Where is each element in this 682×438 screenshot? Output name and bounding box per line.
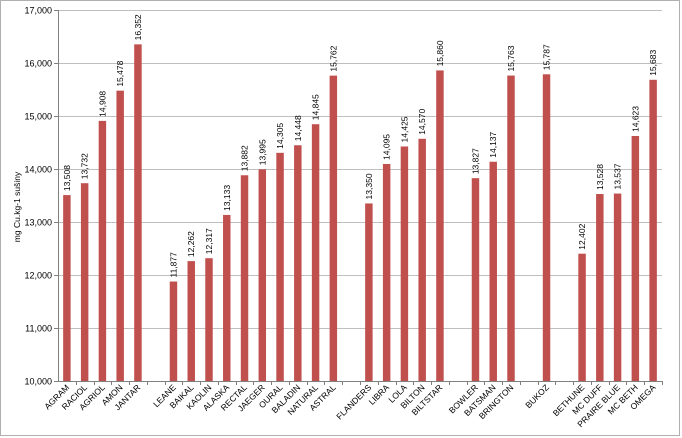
bar (311, 124, 320, 381)
axes: 10,000 11,000 12,000 13,000 14,000 15,000 16,0… (24, 6, 663, 387)
data-label: 13,882 (240, 145, 250, 171)
bar (187, 261, 195, 381)
data-label: 14,623 (630, 106, 640, 132)
data-label: 14,095 (382, 134, 392, 160)
y-tick-label: 15,000 (24, 112, 52, 122)
data-label: 12,402 (577, 223, 587, 249)
data-label: 13,732 (80, 153, 90, 179)
y-tick-label: 10,000 (24, 377, 52, 387)
bar (649, 79, 657, 382)
data-label: 15,787 (542, 44, 552, 70)
bar (258, 169, 267, 381)
data-label: 12,262 (186, 231, 196, 257)
bar (205, 258, 213, 381)
grid-lines (58, 10, 662, 329)
data-label: 13,528 (595, 164, 605, 190)
bar (471, 178, 480, 381)
y-tick-label: 14,000 (24, 165, 52, 175)
bar (578, 253, 586, 381)
data-label: 11,877 (168, 252, 178, 278)
bar (169, 281, 178, 381)
bar (116, 90, 124, 381)
bar (613, 193, 622, 381)
data-label: 13,350 (364, 173, 374, 199)
category-label: LIBRA (367, 382, 392, 407)
bar (631, 135, 640, 381)
bar (63, 195, 71, 381)
bar (596, 194, 604, 381)
bar (329, 75, 338, 381)
data-label: 15,763 (506, 45, 516, 71)
data-label: 13,995 (257, 139, 267, 165)
bar (276, 152, 284, 381)
y-tick-label: 16,000 (24, 59, 52, 69)
bar (294, 145, 302, 381)
data-label: 15,860 (435, 40, 445, 66)
bar (223, 214, 231, 381)
y-axis-label: mg Cu.kg-1 sušiny (12, 171, 22, 242)
data-label: 14,845 (311, 94, 321, 120)
bars (63, 44, 657, 382)
data-label: 14,137 (488, 131, 498, 157)
data-label: 14,570 (417, 109, 427, 135)
data-label: 16,352 (133, 14, 143, 40)
bar (542, 74, 551, 381)
bar (418, 138, 426, 381)
data-label: 13,508 (62, 165, 72, 191)
data-label: 14,305 (275, 123, 285, 149)
data-label: 15,683 (648, 50, 658, 76)
data-labels: 13,508 13,732 14,908 15,478 16,352 11,877 12,2… (62, 14, 658, 277)
bar (240, 175, 249, 381)
data-label: 14,448 (293, 115, 303, 141)
bar (134, 44, 142, 382)
data-label: 14,908 (97, 91, 107, 117)
data-label: 13,537 (613, 163, 623, 189)
data-label: 14,425 (399, 116, 409, 142)
data-label: 13,133 (222, 185, 232, 211)
y-tick-label: 12,000 (24, 271, 52, 281)
category-label: BUKOZ (523, 382, 551, 410)
bar (80, 183, 89, 381)
data-label: 13,827 (470, 148, 480, 174)
bar (489, 161, 497, 381)
bar (436, 70, 444, 382)
bar (382, 163, 391, 381)
bar (507, 75, 515, 381)
y-tick-label: 13,000 (24, 218, 52, 228)
bar (98, 120, 107, 381)
y-tick-label: 17,000 (24, 6, 52, 16)
data-label: 12,317 (204, 228, 214, 254)
bar (365, 203, 373, 381)
data-label: 15,478 (115, 60, 125, 86)
y-tick-label: 11,000 (25, 324, 52, 334)
bar (400, 146, 409, 381)
data-label: 15,762 (328, 45, 338, 71)
